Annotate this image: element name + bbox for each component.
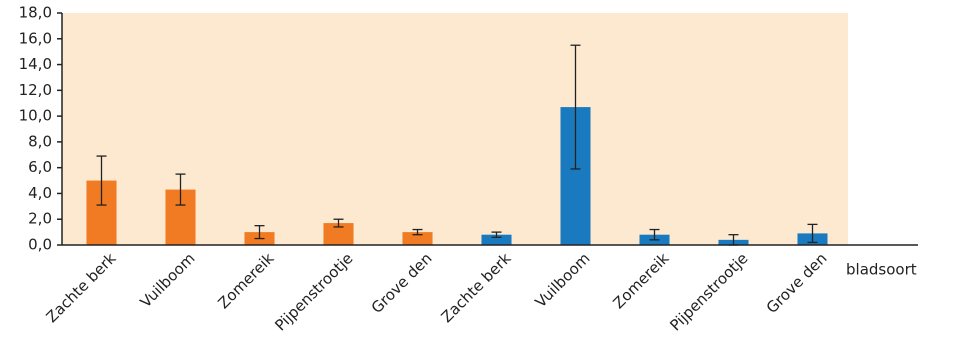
error-bar (412, 228, 423, 236)
x-axis-label: bladsoort (846, 261, 917, 279)
bar (323, 223, 354, 245)
x-tick-label: Grove den (763, 249, 831, 317)
x-tick-label: Zachte berk (43, 249, 120, 326)
y-tick-label: 18,0 (19, 4, 52, 22)
x-tick-label: Zomereik (214, 249, 277, 312)
y-tick-label: 0,0 (28, 236, 52, 254)
y-tick-label: 8,0 (28, 132, 52, 150)
x-tick-label: Pijpenstrootje (271, 249, 356, 334)
y-tick-label: 16,0 (19, 29, 52, 47)
y-tick-label: 4,0 (28, 184, 52, 202)
error-bar (333, 218, 344, 228)
x-tick-label: Pijpenstrootje (666, 249, 751, 334)
error-bar (649, 228, 660, 241)
x-tick-label: Grove den (368, 249, 436, 317)
error-bar (807, 223, 818, 244)
x-tick-label: Zachte berk (438, 249, 515, 326)
error-bar (491, 231, 502, 238)
error-bar (96, 155, 107, 206)
error-bar (175, 173, 186, 206)
bar (481, 234, 512, 245)
y-tick-label: 10,0 (19, 107, 52, 125)
error-bar (570, 44, 581, 170)
x-tick-label: Vuilboom (532, 249, 594, 311)
y-tick-label: 6,0 (28, 158, 52, 176)
bar (402, 232, 433, 245)
x-tick-label: Vuilboom (137, 249, 199, 311)
x-tick-label: Zomereik (609, 249, 672, 312)
error-bar (254, 225, 265, 240)
y-tick-label: 2,0 (28, 210, 52, 228)
y-tick-label: 12,0 (19, 81, 52, 99)
y-tick-label: 14,0 (19, 55, 52, 73)
